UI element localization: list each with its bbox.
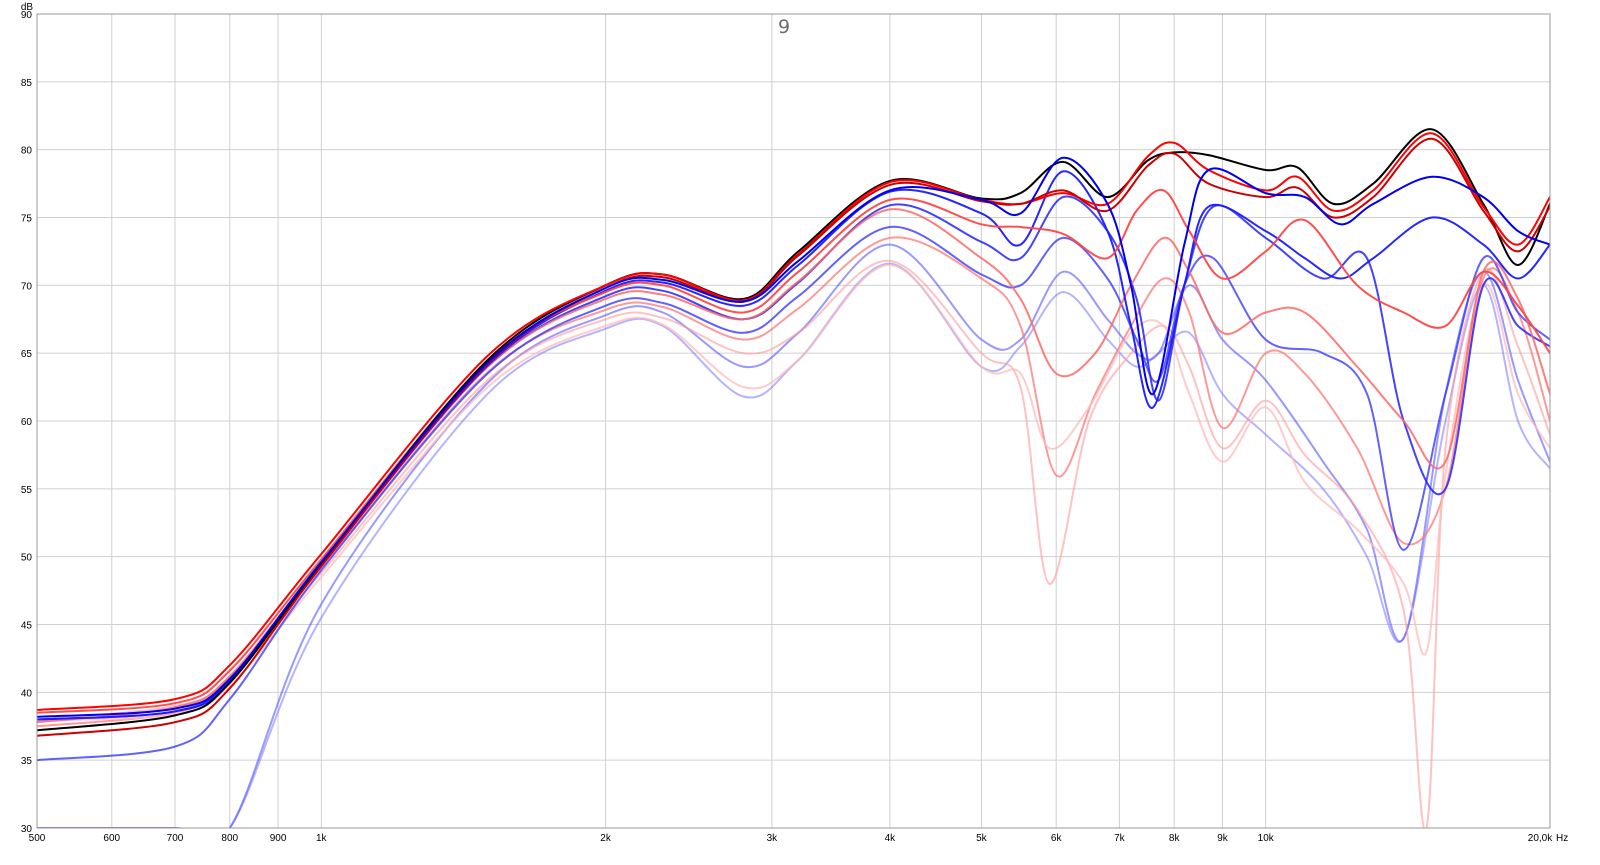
x-axis-unit-label: Hz bbox=[1556, 833, 1568, 844]
series-layer bbox=[37, 128, 1550, 828]
y-tick-label: 45 bbox=[21, 621, 33, 632]
x-tick-label: 700 bbox=[167, 833, 184, 844]
y-tick-label: 35 bbox=[21, 756, 33, 767]
x-tick-label: 5k bbox=[976, 833, 988, 844]
x-tick-label: 1k bbox=[316, 833, 328, 844]
x-tick-label: 7k bbox=[1114, 833, 1126, 844]
y-tick-label: 40 bbox=[21, 688, 33, 699]
x-tick-label: 4k bbox=[885, 833, 897, 844]
series-line bbox=[37, 188, 1550, 714]
x-tick-label: 800 bbox=[221, 833, 238, 844]
x-tick-label: 6k bbox=[1051, 833, 1063, 844]
y-tick-label: 70 bbox=[21, 281, 33, 292]
y-tick-label: 80 bbox=[21, 146, 33, 157]
x-tick-label: 8k bbox=[1169, 833, 1181, 844]
series-line bbox=[37, 225, 1550, 762]
series-line bbox=[37, 259, 1550, 828]
series-line bbox=[37, 137, 1550, 737]
x-tick-label: 10k bbox=[1258, 833, 1275, 844]
x-tick-label: 2k bbox=[600, 833, 612, 844]
y-tick-label: 75 bbox=[21, 214, 33, 225]
x-tick-label: 3k bbox=[767, 833, 779, 844]
y-tick-label: 90 bbox=[21, 10, 33, 21]
y-tick-label: 55 bbox=[21, 485, 33, 496]
y-tick-label: 50 bbox=[21, 553, 33, 564]
series-line bbox=[37, 236, 1550, 728]
label-layer: dB Hz 9 500 600 700 800 900 1k 2k 3k 4k 5k 6k 7k 8k 9… bbox=[21, 2, 1568, 844]
chart-title: 9 bbox=[778, 16, 790, 38]
y-tick-label: 60 bbox=[21, 417, 33, 428]
y-tick-label: 85 bbox=[21, 78, 33, 89]
series-line bbox=[37, 156, 1550, 718]
x-tick-label: 500 bbox=[29, 833, 46, 844]
y-tick-label: 30 bbox=[21, 824, 33, 835]
x-tick-label: 900 bbox=[270, 833, 287, 844]
x-tick-label: 20,0k bbox=[1528, 833, 1553, 844]
plot-frame bbox=[36, 13, 1551, 829]
y-axis-unit-label: dB bbox=[21, 2, 34, 13]
x-tick-label: 9k bbox=[1217, 833, 1229, 844]
series-line bbox=[37, 263, 1550, 722]
y-tick-label: 65 bbox=[21, 349, 33, 360]
x-tick-label: 600 bbox=[103, 833, 120, 844]
